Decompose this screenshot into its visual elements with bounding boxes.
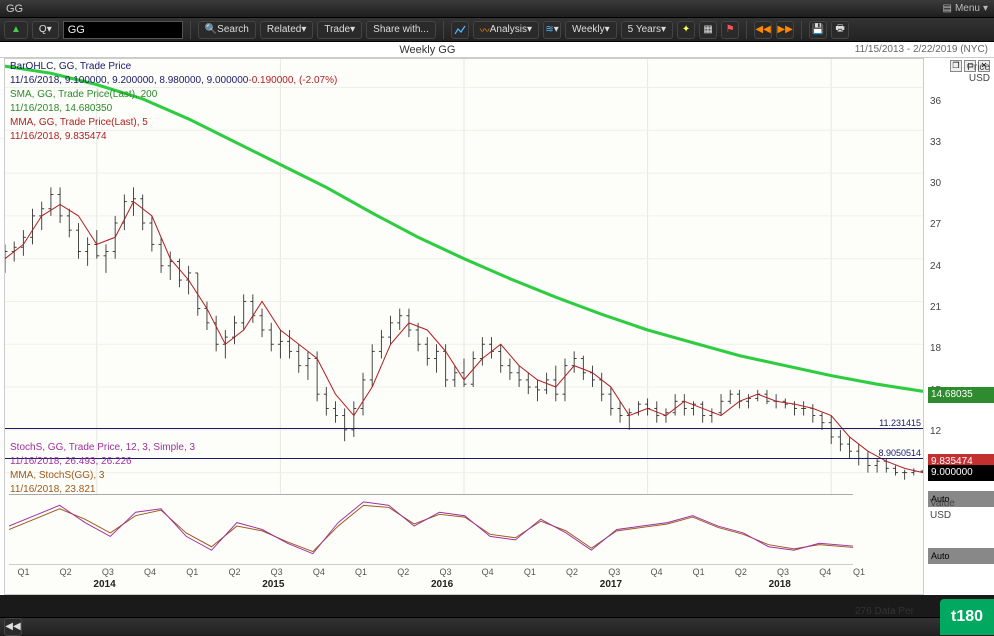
window-titlebar: GG ▤Menu▾ — [0, 0, 994, 18]
data-point-count: 276 Data Per — [855, 606, 914, 617]
xtick-quarter: Q4 — [819, 567, 831, 577]
xtick-year: 2014 — [93, 579, 115, 590]
print-icon: 🖶 — [835, 21, 844, 38]
indicator-button[interactable]: ≋▾ — [543, 21, 561, 39]
nav-mode-button[interactable]: Q ▾ — [32, 21, 59, 39]
next-button[interactable]: ▶▶ — [776, 21, 794, 39]
xtick-quarter: Q2 — [60, 567, 72, 577]
export-button[interactable]: 💾 — [809, 21, 827, 39]
waves-icon: ≋ — [545, 24, 553, 35]
stochastic-pane — [9, 494, 853, 564]
prev-button[interactable]: ◀◀ — [754, 21, 772, 39]
ytick: 18 — [930, 343, 990, 354]
xtick-quarter: Q1 — [693, 567, 705, 577]
analysis-button[interactable]: 〰Analysis ▾ — [473, 21, 539, 39]
x-axis: Q1 Q2 Q3 Q4 Q1 Q2 Q3 Q4 Q1 Q2 Q3 Q4 Q1 Q2 Q3 Q4 Q1 Q2 Q3 Q4… — [9, 564, 853, 594]
price-tag: 14.68035 — [928, 387, 994, 403]
series-legend: BarOHLC, GG, Trade Price 11/16/2018, 9.1… — [10, 60, 337, 144]
tool3-button[interactable]: ⚑ — [721, 21, 739, 39]
toolbar: ▲ Q ▾ 🔍Search Related ▾ Trade ▾ Share wi… — [0, 18, 994, 42]
box-icon: ▦ — [703, 24, 712, 35]
tool2-button[interactable]: ▦ — [699, 21, 717, 39]
xtick-quarter: Q4 — [144, 567, 156, 577]
xtick-quarter: Q3 — [102, 567, 114, 577]
xtick-quarter: Q1 — [186, 567, 198, 577]
reference-label: 11.231415 — [879, 418, 921, 428]
status-bar: 276 Data Per ◀◀ t180 — [0, 595, 994, 635]
logo-badge: t180 — [940, 599, 994, 635]
xtick-quarter: Q3 — [271, 567, 283, 577]
wand-icon: ✦ — [682, 24, 690, 35]
chart-title: Weekly GG — [399, 44, 455, 56]
nav-up-button[interactable]: ▲ — [4, 21, 28, 39]
ytick: 30 — [930, 178, 990, 189]
price-tag: 9.000000 — [928, 465, 994, 481]
search-button[interactable]: 🔍Search — [198, 21, 256, 39]
scroll-left-button[interactable]: ◀◀ — [4, 618, 22, 636]
chart-area: 11/15/2013 - 2/22/2019 (NYC) Weekly GG ❐… — [0, 42, 994, 595]
yaxis-title: PriceUSD — [967, 62, 990, 84]
reference-label: 8.9050514 — [878, 448, 921, 458]
flag-icon: ⚑ — [726, 24, 735, 35]
period-button[interactable]: Weekly ▾ — [565, 21, 617, 39]
menu-button[interactable]: ▤Menu▾ — [943, 3, 989, 14]
xtick-quarter: Q3 — [439, 567, 451, 577]
xtick-quarter: Q1 — [17, 567, 29, 577]
chart-header: 11/15/2013 - 2/22/2019 (NYC) Weekly GG — [0, 42, 994, 58]
ytick: 27 — [930, 219, 990, 230]
xtick-quarter: Q3 — [608, 567, 620, 577]
xtick-quarter: Q2 — [735, 567, 747, 577]
ytick: 12 — [930, 426, 990, 437]
stoch-auto-button[interactable]: Auto — [928, 548, 994, 564]
chart-date-range: 11/15/2013 - 2/22/2019 (NYC) — [855, 42, 994, 58]
xtick-year: 2018 — [769, 579, 791, 590]
y-axis: PriceUSD 363330272421181512914.680359.83… — [924, 58, 994, 595]
xtick-quarter: Q2 — [228, 567, 240, 577]
xtick-year: 2016 — [431, 579, 453, 590]
tool1-button[interactable]: ✦ — [677, 21, 695, 39]
ytick: 33 — [930, 137, 990, 148]
ticker-input[interactable] — [63, 21, 183, 39]
xtick-quarter: Q2 — [397, 567, 409, 577]
xtick-year: 2015 — [262, 579, 284, 590]
xtick-quarter: Q2 — [566, 567, 578, 577]
reference-line — [5, 428, 923, 429]
print-button[interactable]: 🖶 — [831, 21, 849, 39]
xtick-year: 2017 — [600, 579, 622, 590]
ytick: 21 — [930, 302, 990, 313]
analysis-icon: 〰 — [480, 22, 490, 37]
xtick-quarter: Q4 — [313, 567, 325, 577]
range-button[interactable]: 5 Years ▾ — [621, 21, 673, 39]
related-button[interactable]: Related ▾ — [260, 21, 314, 39]
search-icon: 🔍 — [205, 24, 217, 35]
share-button[interactable]: Share with... — [366, 21, 436, 39]
window-title: GG — [6, 3, 23, 15]
save-icon: 💾 — [812, 24, 824, 35]
chart-type-button[interactable] — [451, 21, 469, 39]
xtick-quarter: Q4 — [482, 567, 494, 577]
xtick-quarter: Q3 — [777, 567, 789, 577]
trade-button[interactable]: Trade ▾ — [317, 21, 362, 39]
stoch-legend: StochS, GG, Trade Price, 12, 3, Simple, … — [10, 441, 195, 497]
ytick: 24 — [930, 261, 990, 272]
xtick-quarter: Q1 — [524, 567, 536, 577]
xtick-quarter: Q1 — [853, 567, 865, 577]
xtick-quarter: Q1 — [355, 567, 367, 577]
ytick: 36 — [930, 96, 990, 107]
xtick-quarter: Q4 — [650, 567, 662, 577]
